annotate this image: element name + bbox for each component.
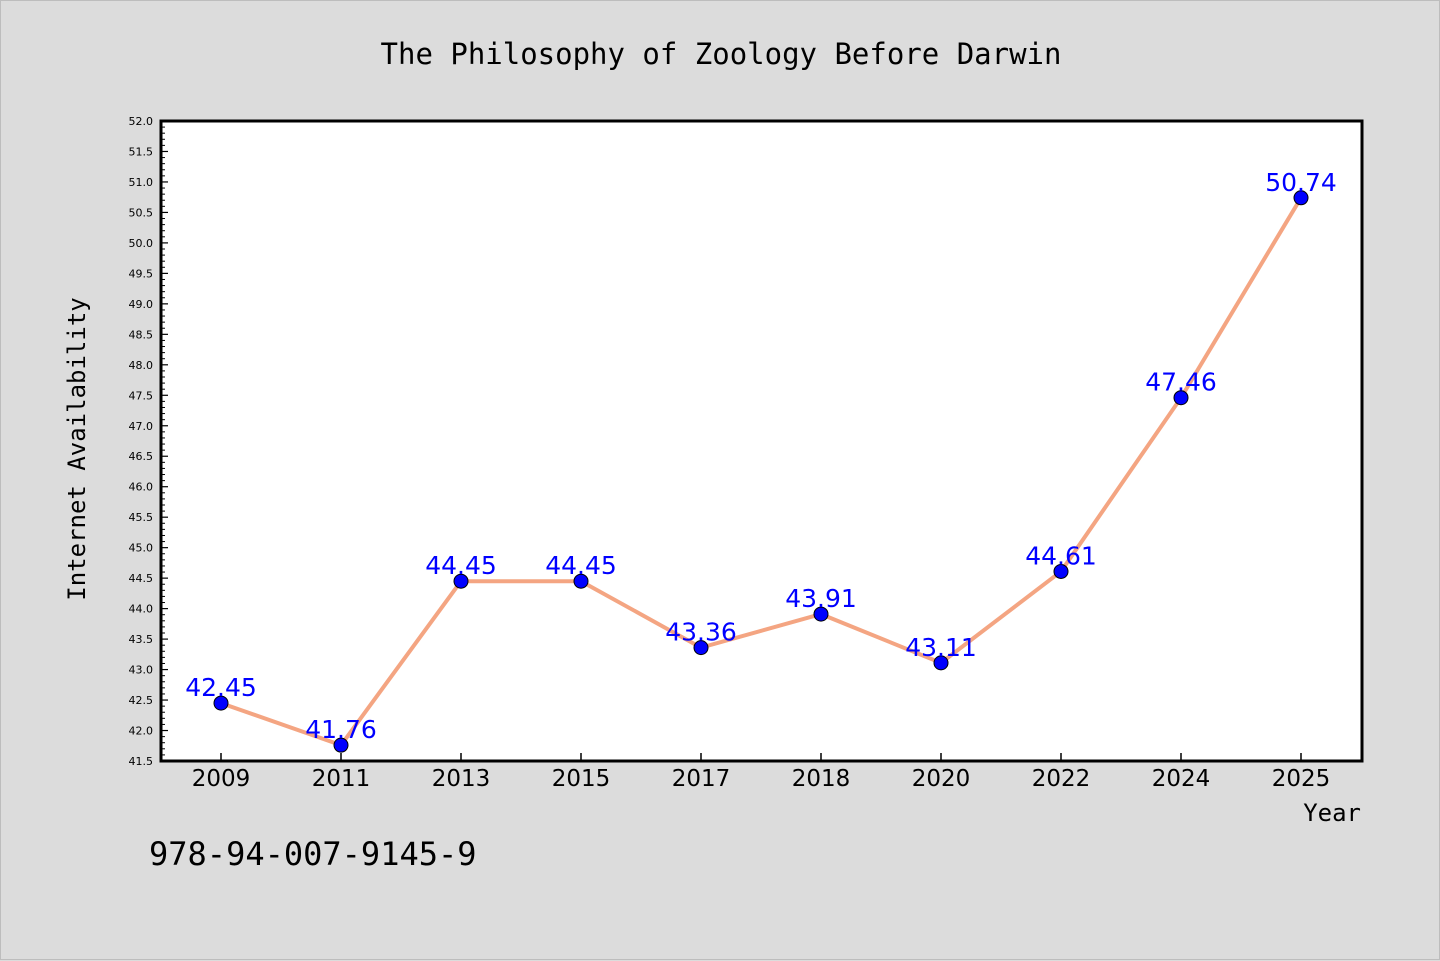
y-tick-label: 45.5 [129, 511, 154, 524]
data-point [933, 655, 949, 671]
x-tick-label: 2017 [672, 766, 731, 792]
isbn-annotation: 978-94-007-9145-9 [149, 835, 477, 873]
y-tick-label: 47.5 [129, 389, 154, 402]
x-tick-label: 2011 [312, 766, 371, 792]
y-tick-label: 46.0 [129, 481, 154, 494]
data-label: 41.76 [305, 715, 377, 744]
x-tick-label: 2025 [1272, 766, 1331, 792]
plot-frame [159, 119, 1364, 763]
x-tick-label: 2013 [432, 766, 491, 792]
data-point [213, 695, 229, 711]
x-tick-label: 2024 [1152, 766, 1211, 792]
y-tick-label: 43.0 [129, 664, 154, 677]
chart-title: The Philosophy of Zoology Before Darwin [381, 37, 1062, 71]
x-tick-label: 2020 [912, 766, 971, 792]
x-tick-label: 2009 [192, 766, 251, 792]
plot-area [161, 121, 1362, 761]
y-tick-label: 47.0 [129, 420, 154, 433]
y-tick-label: 45.0 [129, 542, 154, 555]
data-label: 43.11 [905, 633, 977, 662]
y-tick-label: 44.0 [129, 603, 154, 616]
data-label: 47.46 [1145, 368, 1217, 397]
data-point [1173, 390, 1189, 406]
data-point [453, 573, 469, 589]
data-point [1053, 563, 1069, 579]
y-tick-label: 51.5 [129, 145, 154, 158]
series-line [219, 195, 1303, 748]
data-label: 42.45 [185, 673, 257, 702]
data-point [333, 737, 349, 753]
data-point [1293, 190, 1309, 206]
y-tick-label: 49.5 [129, 267, 154, 280]
y-tick-label: 44.5 [129, 572, 154, 585]
marker-layer [213, 190, 1309, 753]
y-axis-title: Internet Availability [63, 297, 91, 600]
y-tick-label: 50.5 [129, 206, 154, 219]
x-axis-title: Year [1303, 799, 1361, 827]
x-tick-label: 2022 [1032, 766, 1091, 792]
data-label: 44.61 [1025, 541, 1097, 570]
data-point [693, 640, 709, 656]
series-layer [219, 195, 1303, 748]
y-tick-label: 48.5 [129, 328, 154, 341]
x-tick-label: 2015 [552, 766, 611, 792]
y-tick-label: 41.5 [129, 755, 154, 768]
data-label-layer: 42.45 41.76 44.45 44.45 43.36 43.91 43.11 44.61… [185, 168, 1337, 744]
data-label: 43.91 [785, 584, 857, 613]
y-tick-label: 51.0 [129, 176, 154, 189]
y-tick-label: 46.5 [129, 450, 154, 463]
y-tick-label: 50.0 [129, 237, 154, 250]
data-label: 44.45 [545, 551, 617, 580]
data-label: 43.36 [665, 618, 737, 647]
data-label: 44.45 [425, 551, 497, 580]
y-tick-label: 43.5 [129, 633, 154, 646]
y-tick-label: 49.0 [129, 298, 154, 311]
x-axis-ticks: 2009 2011 2013 2015 2017 2018 2020 2022 2024 2025 [192, 753, 1331, 792]
y-tick-label: 48.0 [129, 359, 154, 372]
y-tick-label: 42.0 [129, 725, 154, 738]
data-point [573, 573, 589, 589]
data-label: 50.74 [1265, 168, 1337, 197]
y-tick-label: 52.0 [129, 115, 154, 128]
x-tick-label: 2018 [792, 766, 851, 792]
y-tick-label: 42.5 [129, 694, 154, 707]
data-point [813, 606, 829, 622]
